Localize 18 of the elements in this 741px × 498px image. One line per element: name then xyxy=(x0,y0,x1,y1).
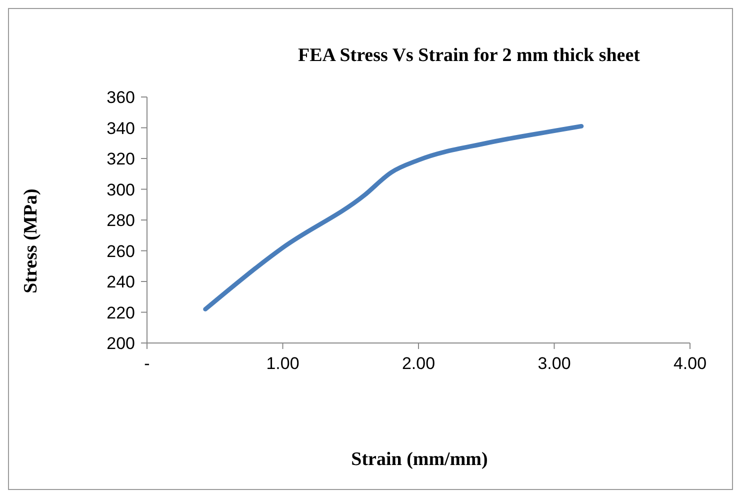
x-tick-label: 1.00 xyxy=(266,354,300,374)
y-tick-label: 200 xyxy=(106,334,135,354)
x-tick-label: - xyxy=(144,354,150,374)
y-tick-label: 220 xyxy=(106,303,135,322)
y-axis-title: Stress (MPa) xyxy=(20,188,42,294)
y-tick-label: 260 xyxy=(106,242,135,261)
x-tick-label: 3.00 xyxy=(538,354,571,374)
x-tick-label: 2.00 xyxy=(402,354,436,374)
chart-title: FEA Stress Vs Strain for 2 mm thick sheet xyxy=(297,45,641,67)
y-tick-label: 300 xyxy=(106,180,135,200)
y-tick-label: 360 xyxy=(106,88,135,108)
y-tick-label: 340 xyxy=(106,118,135,138)
x-axis-title: Strain (mm/mm) xyxy=(350,449,489,471)
line-series xyxy=(203,124,584,312)
y-tick-label: 320 xyxy=(106,150,135,169)
x-tick-label: 4.00 xyxy=(673,354,707,374)
y-tick-label: 240 xyxy=(106,272,135,292)
y-tick-label: 280 xyxy=(106,211,135,230)
